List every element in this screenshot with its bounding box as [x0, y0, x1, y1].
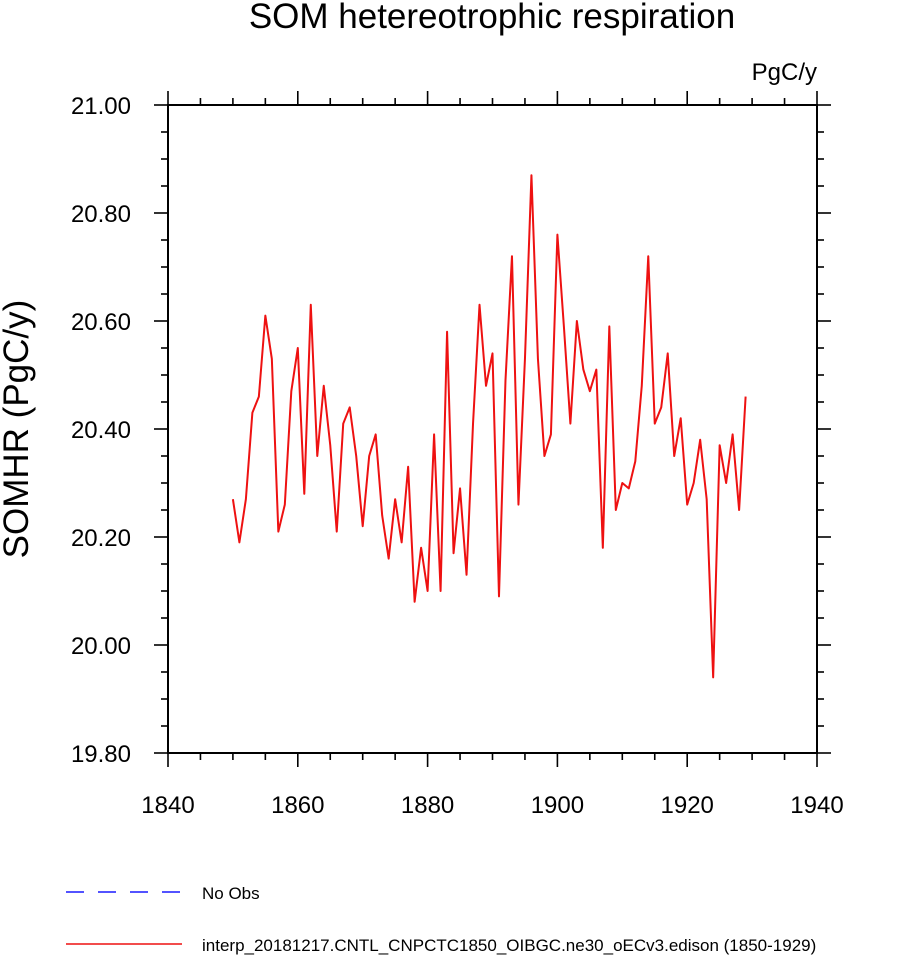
- y-tick-label: 20.60: [71, 309, 131, 336]
- legend-label: interp_20181217.CNTL_CNPCTC1850_OIBGC.ne…: [202, 936, 816, 955]
- x-tick-label: 1940: [790, 792, 843, 819]
- chart-title: SOM hetereotrophic respiration: [249, 0, 735, 36]
- plot-area: 1840 1860 1880 1900 1920 1940 19.80 20.00 20.20 2…: [71, 91, 844, 819]
- x-tick-label: 1880: [401, 792, 454, 819]
- legend: No Obs interp_20181217.CNTL_CNPCTC1850_OI…: [66, 884, 816, 955]
- y-tick-label: 20.20: [71, 525, 131, 552]
- series-line: [231, 174, 747, 679]
- legend-label: No Obs: [202, 884, 260, 903]
- y-axis-label: SOMHR (PgC/y): [0, 300, 36, 559]
- y-tick-label: 20.80: [71, 201, 131, 228]
- y-tick-label: 21.00: [71, 93, 131, 120]
- y-tick-label: 20.40: [71, 417, 131, 444]
- units-label: PgC/y: [752, 59, 817, 86]
- x-tick-label: 1860: [271, 792, 324, 819]
- x-tick-label: 1840: [141, 792, 194, 819]
- x-tick-label: 1920: [661, 792, 714, 819]
- y-tick-label: 19.80: [71, 741, 131, 768]
- y-tick-label: 20.00: [71, 633, 131, 660]
- x-tick-label: 1900: [531, 792, 584, 819]
- plot-frame: [167, 104, 818, 754]
